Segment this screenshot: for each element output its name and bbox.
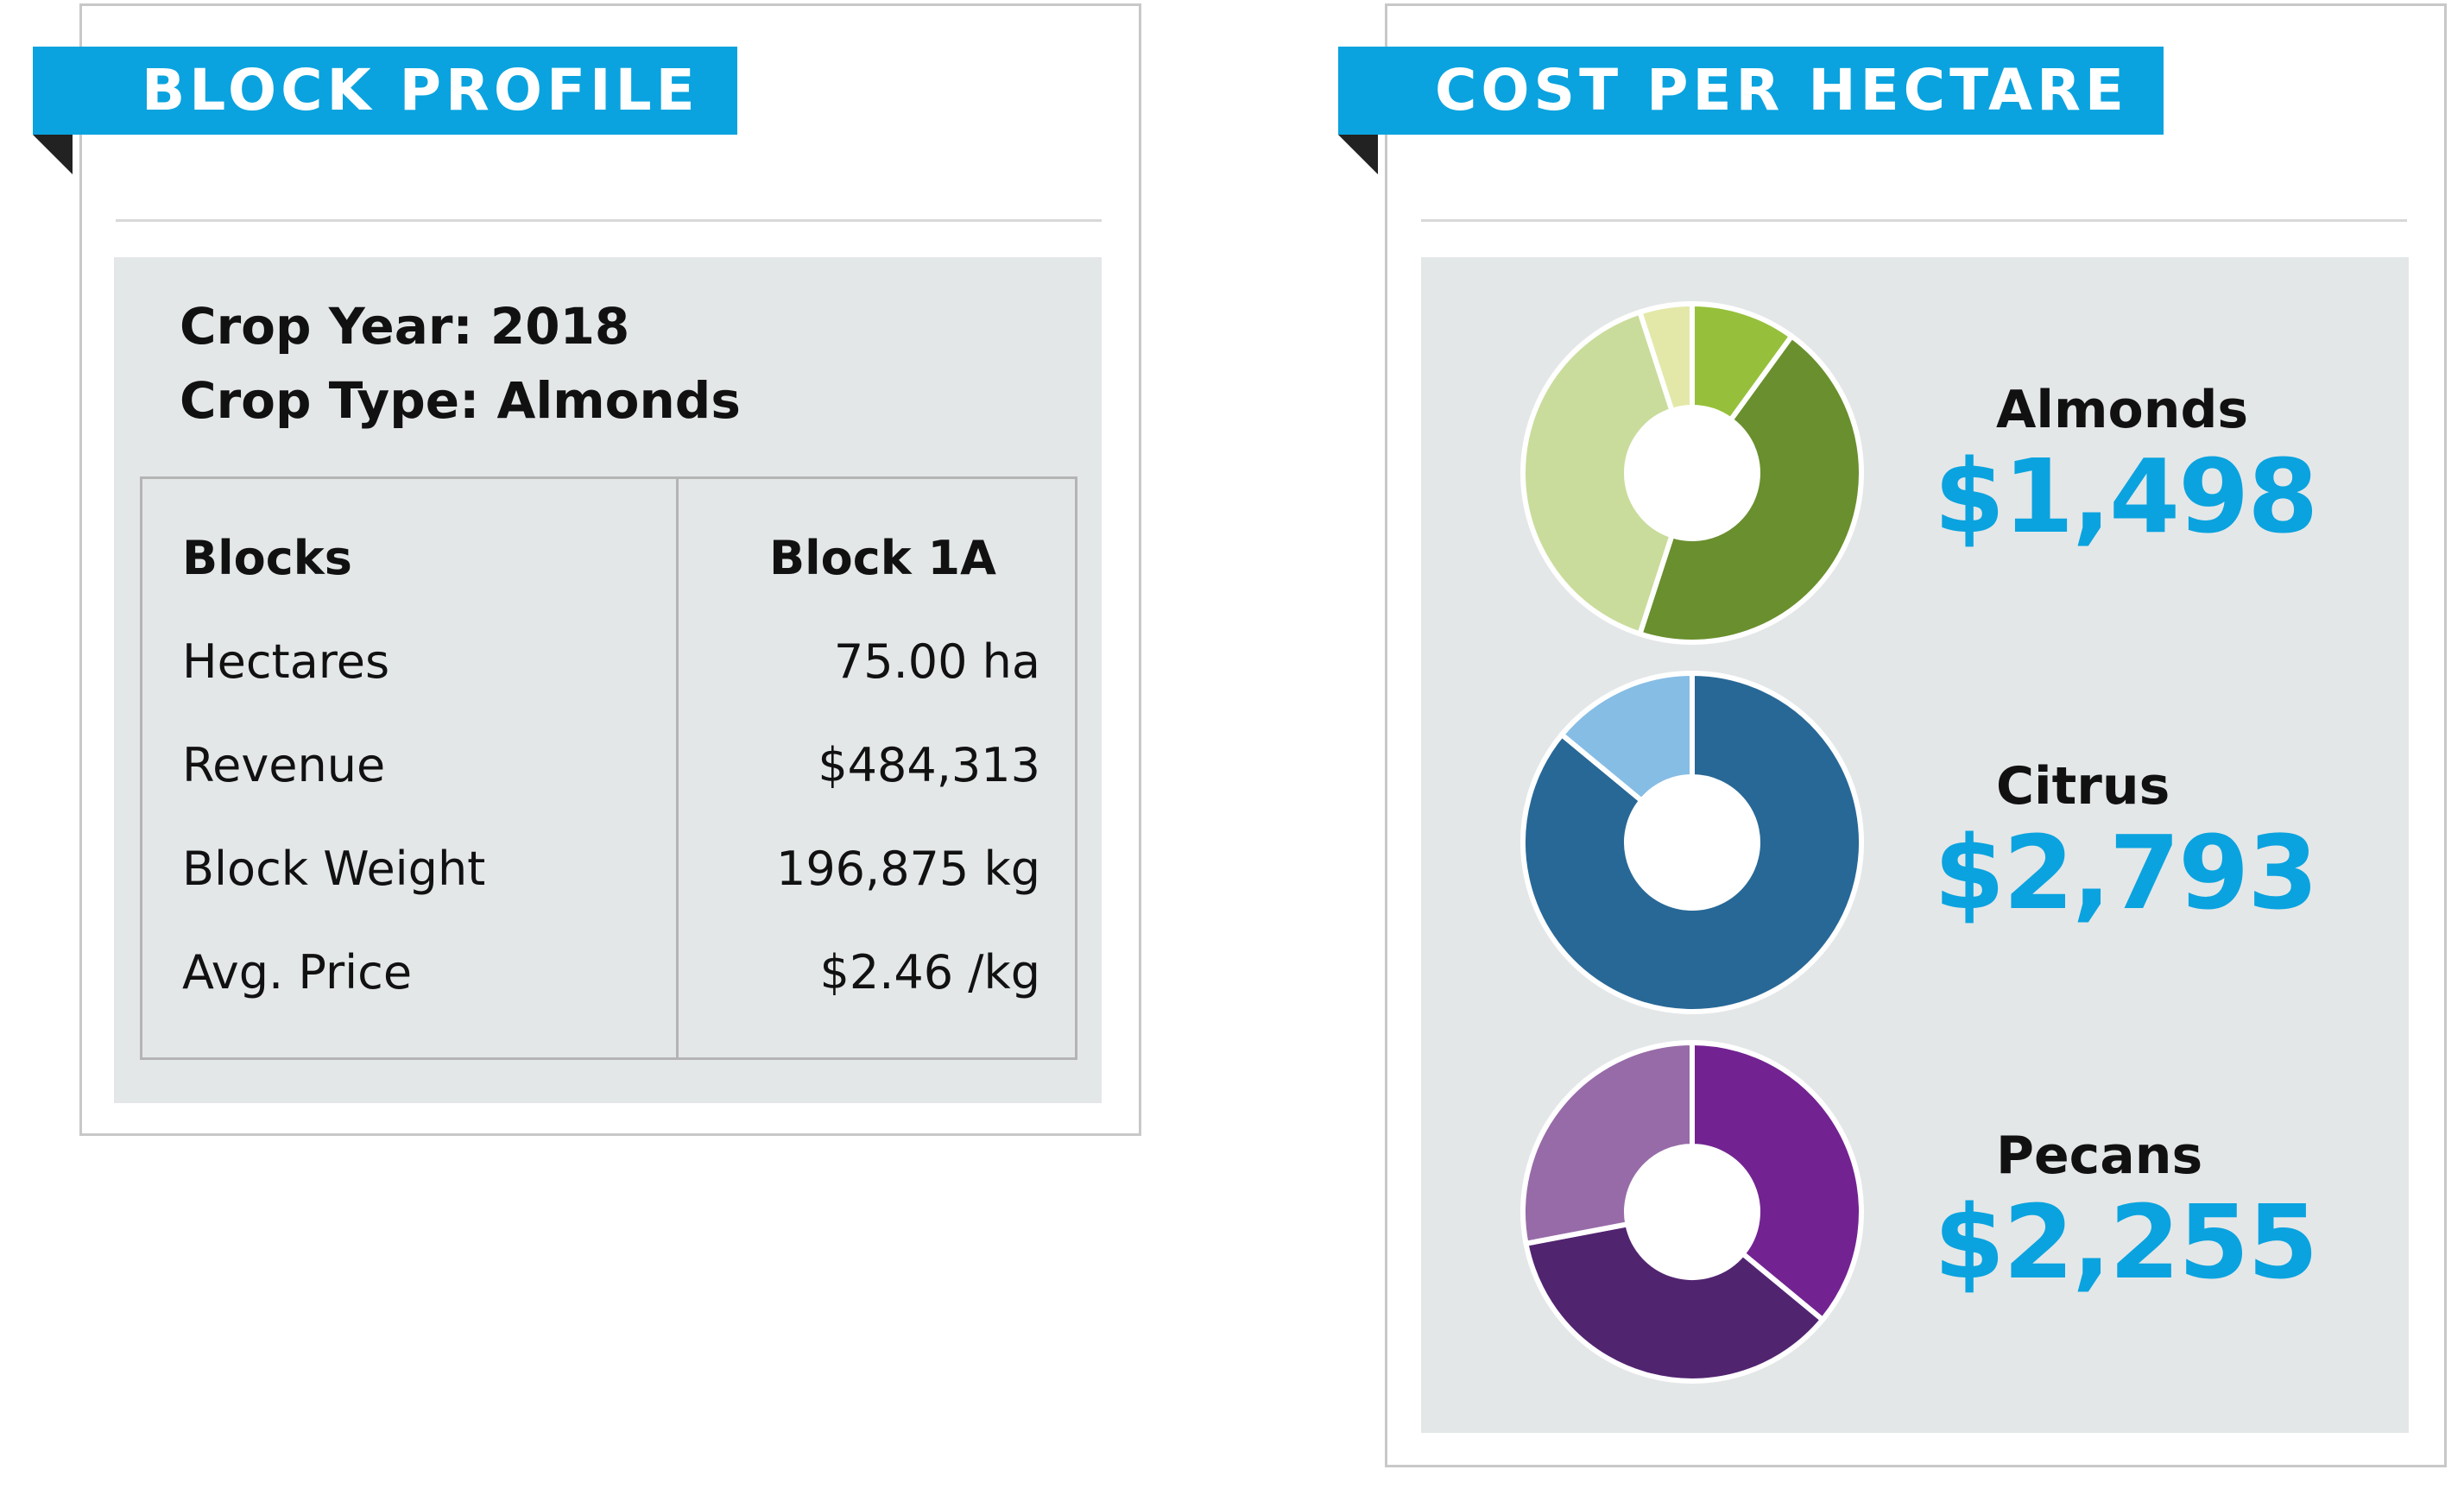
divider — [1421, 219, 2407, 222]
donut-slice — [1523, 1221, 1826, 1384]
block-profile-panel — [114, 257, 1102, 1103]
blocks-header-label: Blocks — [182, 531, 352, 585]
donut-slice — [1520, 1040, 1695, 1246]
block-table: Blocks Block 1A Hectares 75.00 ha Revenu… — [140, 476, 1077, 1060]
table-row-value: $2.46 /kg — [819, 945, 1041, 1000]
block-profile-title: BLOCK PROFILE — [33, 47, 737, 135]
donut-hole — [1628, 1148, 1756, 1276]
divider — [116, 219, 1102, 222]
table-row-label: Block Weight — [182, 842, 486, 896]
crop-year: Crop Year: 2018 — [180, 297, 630, 356]
citrus-label: Citrus — [1996, 756, 2170, 817]
table-row-value: 75.00 ha — [833, 634, 1040, 689]
banner-fold — [33, 135, 73, 174]
table-row-label: Revenue — [182, 738, 386, 792]
donut-hole — [1628, 779, 1756, 906]
pecans-cost: $2,255 — [1934, 1183, 2318, 1302]
crop-type: Crop Type: Almonds — [180, 371, 741, 430]
table-row-value: $484,313 — [818, 738, 1040, 792]
almonds-label: Almonds — [1996, 380, 2249, 440]
table-row-label: Avg. Price — [182, 945, 413, 1000]
banner-fold — [1338, 135, 1378, 174]
almonds-donut-chart — [1520, 301, 1864, 645]
citrus-cost: $2,793 — [1934, 813, 2318, 932]
donut-slice — [1637, 301, 1695, 413]
donut-slice — [1520, 309, 1675, 637]
donut-slice — [1690, 1040, 1864, 1322]
pecans-label: Pecans — [1996, 1126, 2203, 1186]
donut-slice — [1558, 671, 1695, 804]
almonds-cost: $1,498 — [1934, 437, 2318, 556]
table-row-value: 196,875 kg — [775, 842, 1040, 896]
donut-hole — [1628, 409, 1756, 537]
table-column-divider — [676, 479, 679, 1057]
cost-per-hectare-title: COST PER HECTARE — [1338, 47, 2164, 135]
table-row-label: Hectares — [182, 634, 390, 689]
donut-slice — [1520, 671, 1864, 1014]
donut-slice — [1637, 333, 1864, 645]
citrus-donut-chart — [1520, 671, 1864, 1014]
blocks-header-value: Block 1A — [769, 531, 996, 585]
pecans-donut-chart — [1520, 1040, 1864, 1384]
